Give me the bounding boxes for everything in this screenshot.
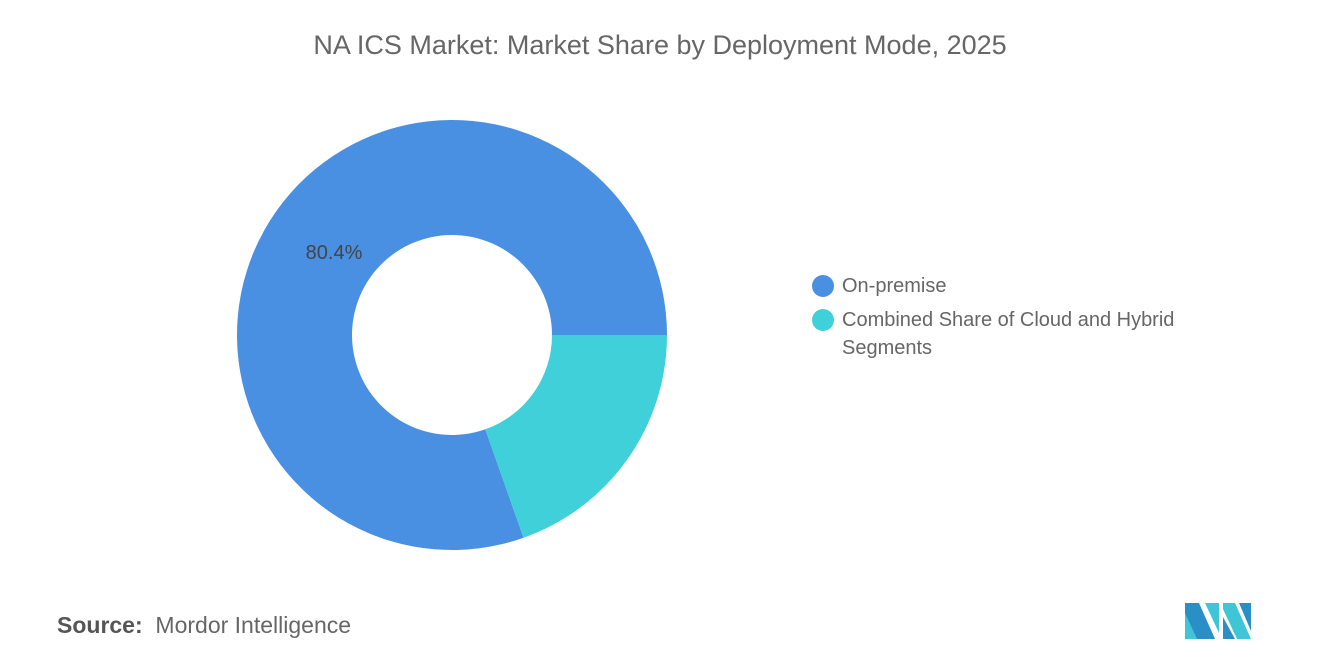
donut-slice-combined-share-of-cloud-and-hybrid-segments <box>485 335 667 538</box>
legend-item-on-premise: On-premise <box>812 272 1232 300</box>
legend-item-cloud-hybrid: Combined Share of Cloud and Hybrid Segme… <box>812 306 1232 362</box>
legend-label: Combined Share of Cloud and Hybrid Segme… <box>842 309 1175 359</box>
source-value: Mordor Intelligence <box>155 612 352 638</box>
mordor-logo-icon <box>1185 603 1251 639</box>
source-label: Source: <box>57 612 143 638</box>
donut-slice-on-premise <box>237 120 667 550</box>
legend-swatch <box>812 309 834 331</box>
data-label-on-premise: 80.4% <box>306 242 363 264</box>
chart-title: NA ICS Market: Market Share by Deploymen… <box>313 30 1007 60</box>
legend-label: On-premise <box>842 275 947 297</box>
source-note: Source: Mordor Intelligence <box>57 612 351 639</box>
legend-swatch <box>812 275 834 297</box>
legend: On-premise Combined Share of Cloud and H… <box>812 272 1232 368</box>
